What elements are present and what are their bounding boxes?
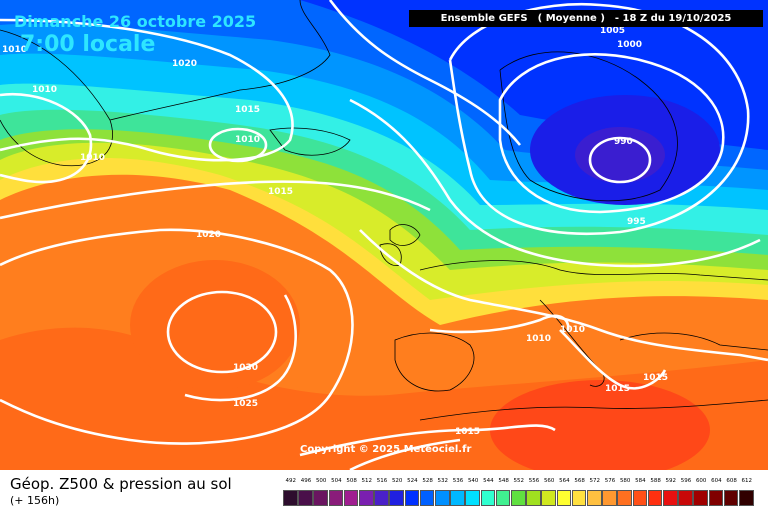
isobars bbox=[0, 0, 768, 470]
scale-tick-label: 612 bbox=[741, 478, 753, 484]
scale-swatch bbox=[602, 490, 617, 506]
scale-swatch bbox=[328, 490, 344, 506]
scale-swatch bbox=[389, 490, 404, 506]
isobar-label: 1010 bbox=[32, 85, 57, 95]
model-run: - 18 Z du 19/10/2025 bbox=[614, 13, 732, 24]
scale-swatch bbox=[739, 490, 754, 506]
scale-swatch bbox=[647, 490, 663, 506]
scale-tick-label: 588 bbox=[650, 478, 661, 484]
isobar-label: 1020 bbox=[196, 230, 221, 240]
scale-swatch bbox=[587, 490, 602, 506]
isobar-label: 1015 bbox=[605, 384, 630, 394]
scale-swatch bbox=[374, 490, 389, 506]
scale-swatch bbox=[511, 490, 526, 506]
scale-swatch bbox=[693, 490, 708, 506]
scale-swatch bbox=[359, 490, 374, 506]
scale-swatch bbox=[283, 490, 298, 506]
scale-tick-label: 580 bbox=[619, 478, 631, 484]
scale-tick-label: 556 bbox=[528, 478, 540, 484]
scale-tick-label: 564 bbox=[559, 478, 570, 484]
isobar-label: 990 bbox=[614, 137, 633, 147]
isobar-label: 1020 bbox=[172, 59, 197, 69]
scale-tick-label: 508 bbox=[346, 478, 357, 484]
band-588 bbox=[490, 380, 710, 470]
scale-tick-label: 520 bbox=[391, 478, 403, 484]
isobar-label: 1015 bbox=[235, 105, 260, 115]
scale-tick-label: 532 bbox=[437, 478, 449, 484]
scale-swatch bbox=[663, 490, 678, 506]
scale-tick-label: 492 bbox=[285, 478, 297, 484]
color-scale: 492 496 500 504 508 512 516 520 524 528 532 536 540 5… bbox=[283, 478, 754, 510]
scale-swatch bbox=[541, 490, 556, 506]
scale-swatch bbox=[465, 490, 480, 506]
scale-swatch bbox=[404, 490, 420, 506]
scale-tick-label: 524 bbox=[407, 478, 418, 484]
scale-tick-label: 604 bbox=[711, 478, 722, 484]
isobar-label: 1000 bbox=[617, 40, 642, 50]
scale-swatch bbox=[617, 490, 632, 506]
scale-swatch bbox=[526, 490, 541, 506]
isobar-label: 1010 bbox=[2, 45, 27, 55]
scale-swatch bbox=[632, 490, 648, 506]
scale-swatch bbox=[419, 490, 435, 506]
model-variant: ( Moyenne ) bbox=[537, 13, 605, 24]
isobar-label: 1010 bbox=[526, 334, 551, 344]
scale-swatch bbox=[571, 490, 587, 506]
band-584-core bbox=[130, 260, 300, 390]
scale-tick-label: 560 bbox=[543, 478, 555, 484]
footer: Géop. Z500 & pression au sol (+ 156h) 49… bbox=[0, 470, 768, 512]
scale-swatch bbox=[495, 490, 511, 506]
isobar-label: 1005 bbox=[600, 26, 625, 36]
isobar-label: 1025 bbox=[233, 399, 258, 409]
scale-tick-label: 512 bbox=[361, 478, 373, 484]
copyright: Copyright © 2025 Meteociel.fr bbox=[300, 444, 472, 455]
footer-title: Géop. Z500 & pression au sol bbox=[10, 475, 232, 493]
scale-swatch bbox=[708, 490, 724, 506]
scale-tick-label: 536 bbox=[452, 478, 464, 484]
scale-tick-label: 496 bbox=[300, 478, 312, 484]
isobar-label: 1010 bbox=[235, 135, 260, 145]
isobar-label: 1015 bbox=[268, 187, 293, 197]
scale-tick-label: 516 bbox=[376, 478, 388, 484]
scale-swatch bbox=[723, 490, 739, 506]
scale-tick-label: 608 bbox=[726, 478, 737, 484]
scale-tick-label: 576 bbox=[604, 478, 616, 484]
scale-swatch bbox=[678, 490, 693, 506]
isobar-label: 1010 bbox=[560, 325, 585, 335]
scale-tick-label: 544 bbox=[483, 478, 494, 484]
scale-swatch bbox=[556, 490, 572, 506]
scale-tick-label: 528 bbox=[422, 478, 433, 484]
weather-map: 1010 1010 1010 1020 1015 1010 1015 1020 … bbox=[0, 0, 768, 470]
isobar-label: 1015 bbox=[455, 427, 480, 437]
scale-swatch bbox=[480, 490, 496, 506]
scale-tick-label: 540 bbox=[467, 478, 479, 484]
model-info-box: Ensemble GEFS ( Moyenne ) - 18 Z du 19/1… bbox=[409, 10, 763, 27]
scale-swatch bbox=[298, 490, 313, 506]
scale-tick-label: 504 bbox=[331, 478, 342, 484]
isobar-labels: 1010 1010 1010 1020 1015 1010 1015 1020 … bbox=[2, 26, 668, 437]
scale-tick-label: 572 bbox=[589, 478, 601, 484]
isobar-label: 1010 bbox=[80, 153, 105, 163]
scale-swatch bbox=[313, 490, 328, 506]
scale-tick-label: 584 bbox=[635, 478, 646, 484]
scale-swatch bbox=[450, 490, 465, 506]
footer-subtitle: (+ 156h) bbox=[10, 494, 60, 507]
scale-swatch bbox=[435, 490, 450, 506]
isobar-label: 1030 bbox=[233, 363, 258, 373]
scale-tick-label: 600 bbox=[695, 478, 707, 484]
scale-tick-label: 552 bbox=[513, 478, 525, 484]
scale-tick-label: 548 bbox=[498, 478, 509, 484]
isobar-label: 995 bbox=[627, 217, 646, 227]
scale-tick-label: 568 bbox=[574, 478, 585, 484]
isobar-label: 1015 bbox=[643, 373, 668, 383]
band-516 bbox=[575, 127, 665, 183]
forecast-date: Dimanche 26 octobre 2025 bbox=[14, 12, 257, 31]
map-canvas: 1010 1010 1010 1020 1015 1010 1015 1020 … bbox=[0, 0, 768, 470]
model-name: Ensemble GEFS bbox=[440, 13, 528, 24]
scale-swatch bbox=[343, 490, 359, 506]
scale-tick-label: 500 bbox=[315, 478, 327, 484]
scale-tick-label: 592 bbox=[665, 478, 677, 484]
forecast-time: 7:00 locale bbox=[20, 32, 156, 57]
scale-tick-label: 596 bbox=[680, 478, 692, 484]
